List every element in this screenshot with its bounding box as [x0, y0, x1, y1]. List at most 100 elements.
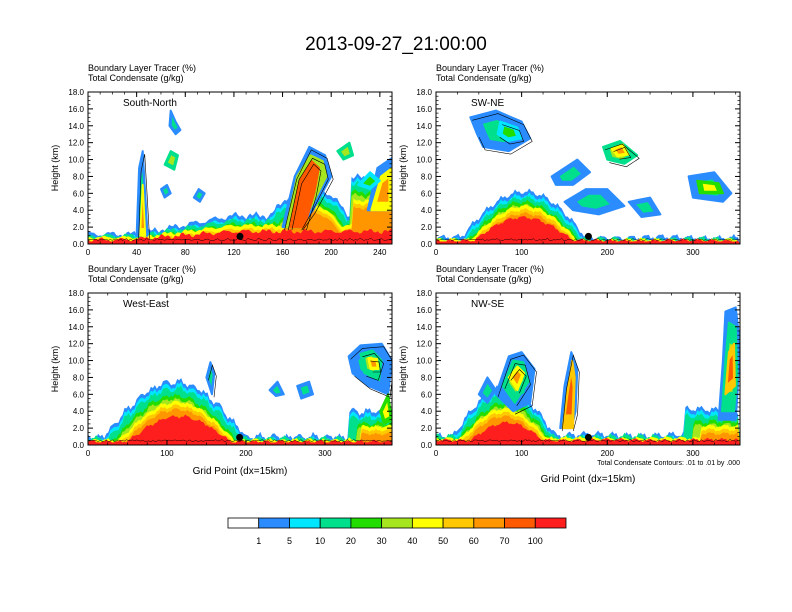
y-tick-label: 12.0: [416, 340, 432, 349]
tracer-blob-core: [363, 176, 376, 186]
panel-nw-se: 0.0 2.0 4.0 6.0 8.0 10.0 12.0 14.0 16.0 18.0 0 100 2…: [398, 264, 741, 485]
y-tick-label: 0.0: [73, 441, 85, 450]
header-line1: Boundary Layer Tracer (%): [88, 63, 196, 73]
x-tick-label: 80: [181, 248, 190, 257]
y-tick-label: 6.0: [421, 189, 433, 198]
y-tick-label: 4.0: [421, 206, 433, 215]
y-tick-label: 8.0: [421, 373, 433, 382]
panel-sw-ne: 0.0 2.0 4.0 6.0 8.0 10.0 12.0 14.0 16.0 18.0 0 100 2…: [398, 63, 741, 257]
x-axis-label: Grid Point (dx=15km): [193, 466, 288, 477]
panels: 0.0 2.0 4.0 6.0 8.0 10.0 12.0 14.0 16.0 18.0 0 40 80…: [50, 63, 741, 485]
y-tick-label: 8.0: [421, 172, 433, 181]
plot-area: [88, 293, 392, 445]
colorbar-label: 5: [287, 536, 292, 546]
tracer-blob-core: [559, 166, 581, 181]
y-tick-label: 14.0: [68, 323, 84, 332]
plot-area: [436, 92, 740, 244]
tracer-blob-core: [167, 155, 176, 166]
y-tick-label: 10.0: [68, 156, 84, 165]
x-tick-label: 240: [373, 248, 387, 257]
y-tick-label: 16.0: [68, 105, 84, 114]
y-tick-label: 10.0: [416, 156, 432, 165]
y-tick-label: 8.0: [73, 373, 85, 382]
tracer-blob-core: [566, 377, 573, 415]
y-tick-label: 4.0: [73, 206, 85, 215]
colorbar-label: 20: [346, 536, 356, 546]
colorbar-label: 50: [438, 536, 448, 546]
x-axis-label: Grid Point (dx=15km): [541, 474, 636, 485]
y-tick-label: 6.0: [421, 390, 433, 399]
tracer-blob-core: [502, 126, 516, 138]
x-tick-label: 300: [318, 449, 332, 458]
y-tick-label: 6.0: [73, 189, 85, 198]
colorbar-label: 100: [528, 536, 543, 546]
tracer-blob-core: [382, 402, 390, 419]
colorbar: 1 5 10 20 30 40 50 60 70 100: [227, 517, 567, 546]
figure-title: 2013-09-27_21:00:00: [305, 34, 487, 55]
tracer-blob-core: [512, 371, 521, 385]
condensate-contour: [350, 346, 392, 398]
tracer-blob-core: [300, 385, 310, 395]
colorbar-cell: [381, 517, 413, 529]
y-tick-label: 12.0: [416, 139, 432, 148]
y-tick-label: 2.0: [421, 223, 433, 232]
y-tick-label: 4.0: [421, 407, 433, 416]
condensate-contour: [613, 147, 632, 160]
y-tick-label: 16.0: [416, 105, 432, 114]
y-tick-label: 18.0: [416, 289, 432, 298]
condensate-contour: [208, 364, 217, 398]
condensate-contour: [362, 353, 385, 381]
condensate-contour: [472, 113, 533, 155]
y-tick-label: 8.0: [73, 172, 85, 181]
colorbar-label: 40: [407, 536, 417, 546]
panel-south-north: 0.0 2.0 4.0 6.0 8.0 10.0 12.0 14.0 16.0 18.0 0 40 80…: [50, 63, 393, 257]
header-line2: Total Condensate (g/kg): [436, 274, 532, 284]
y-tick-label: 6.0: [73, 390, 85, 399]
y-tick-label: 16.0: [416, 306, 432, 315]
colorbar-label: 30: [377, 536, 387, 546]
condensate-contour: [497, 354, 537, 415]
x-tick-label: 40: [132, 248, 141, 257]
condensate-contour: [510, 369, 527, 394]
tracer-blob-core: [482, 383, 493, 398]
x-tick-label: 300: [686, 449, 700, 458]
y-tick-label: 4.0: [73, 407, 85, 416]
y-tick-label: 2.0: [73, 424, 85, 433]
tracer-blob-core: [272, 385, 281, 394]
x-tick-label: 100: [515, 449, 529, 458]
condensate-contour: [284, 149, 334, 231]
y-tick-label: 0.0: [421, 441, 433, 450]
tracer-blob-core: [702, 183, 717, 191]
location-marker: [584, 433, 592, 441]
y-tick-label: 16.0: [68, 306, 84, 315]
y-tick-label: 12.0: [68, 340, 84, 349]
y-tick-label: 18.0: [416, 88, 432, 97]
x-tick-label: 200: [239, 449, 253, 458]
y-tick-label: 14.0: [416, 323, 432, 332]
colorbar-cell: [473, 517, 505, 529]
header-line2: Total Condensate (g/kg): [436, 73, 532, 83]
tracer-blob-core: [208, 368, 213, 387]
y-axis-label: Height (km): [50, 145, 60, 192]
tracer-blob-core: [141, 200, 145, 228]
tracer-blob-core: [341, 146, 350, 157]
y-tick-label: 14.0: [68, 122, 84, 131]
tracer-blob-core: [377, 178, 389, 202]
y-tick-label: 10.0: [68, 357, 84, 366]
y-tick-label: 2.0: [421, 424, 433, 433]
x-tick-label: 200: [601, 248, 615, 257]
tracer-blob-core: [171, 116, 178, 130]
location-marker: [584, 232, 592, 240]
colorbar-label: 1: [256, 536, 261, 546]
x-tick-label: 0: [86, 449, 91, 458]
condensate-contour: [504, 363, 531, 406]
colorbar-cell: [534, 517, 567, 529]
y-tick-label: 12.0: [68, 139, 84, 148]
location-marker: [236, 433, 244, 441]
colorbar-cell: [411, 517, 444, 529]
tracer-blob-core: [196, 192, 203, 199]
terrain-line: [436, 438, 739, 442]
colorbar-label: 70: [500, 536, 510, 546]
tracer-blob: [168, 109, 182, 136]
y-axis-label: Height (km): [398, 145, 408, 192]
